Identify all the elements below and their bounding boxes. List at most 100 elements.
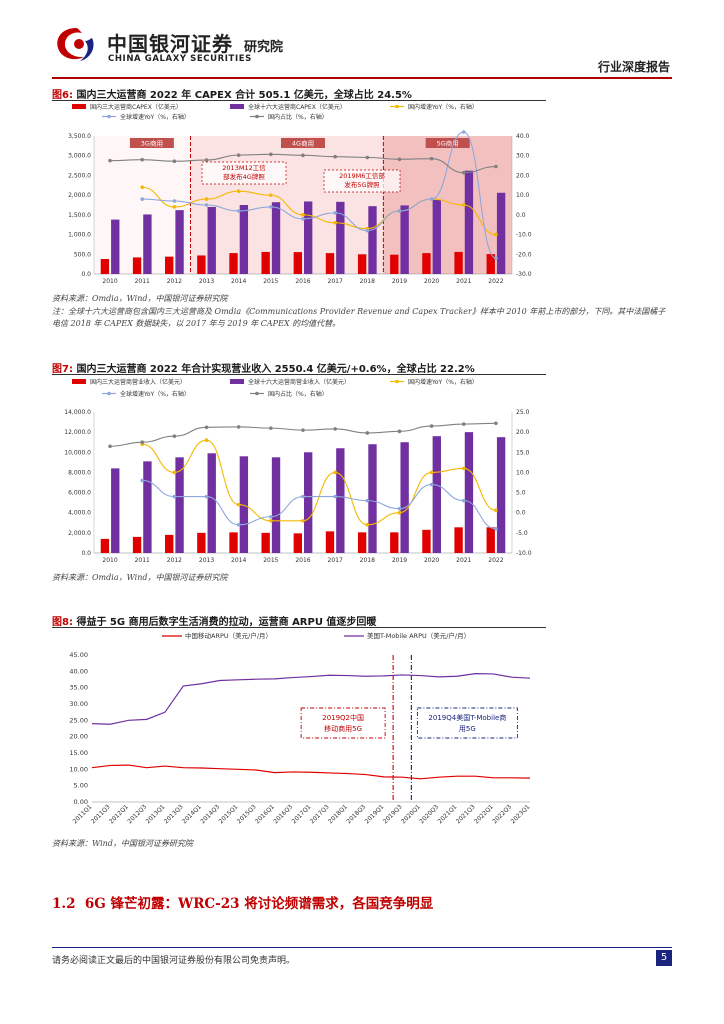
fig8-annotation-text-1-b: 用5G	[459, 725, 476, 733]
x-tick-label: 2011	[135, 557, 150, 564]
series-point-2	[140, 440, 145, 445]
series-point-0	[429, 470, 434, 475]
y-left-tick-label: 3,500.0	[68, 133, 91, 140]
annotation-text-1-b: 发布5G牌照	[344, 180, 380, 189]
fig6-note: 注：全球十六大运营商包含国内三大运营商及 Omdia《Communication…	[52, 307, 666, 328]
y-left-tick-label: 2,500.0	[68, 172, 91, 179]
series-point-2	[204, 425, 209, 430]
y-left-tick-label: 14,000.0	[64, 409, 91, 416]
legend-swatch-0	[72, 104, 86, 109]
series-point-2	[429, 156, 434, 161]
y-left-tick-label: 1,500.0	[68, 212, 91, 219]
series-point-2	[333, 427, 337, 431]
x-tick-label: 2017	[328, 557, 343, 564]
y-right-tick-label: -10.0	[516, 550, 532, 557]
series-point-1	[204, 203, 209, 207]
era-band-1	[190, 136, 416, 274]
series-point-2	[365, 431, 370, 435]
bar-7030a0	[368, 206, 377, 274]
bar-e00000	[197, 255, 206, 274]
series-point-1	[494, 256, 498, 261]
fig6-title: 图6: 国内三大运营商 2022 年 CAPEX 合计 505.1 亿美元，全球…	[52, 90, 412, 101]
x-tick-label: 2017	[328, 278, 343, 285]
series-point-1	[301, 494, 305, 499]
bar-7030a0	[432, 436, 441, 553]
series-point-2	[461, 170, 466, 175]
fig8-title: 图8: 得益于 5G 商用后数字生活消费的拉动，运营商 ARPU 值逐步回暖	[52, 617, 377, 628]
section-heading: 1.2 6G 锋芒初露：WRC-23 将讨论频谱需求，各国竞争明显	[52, 896, 434, 912]
y-left-tick-label: 10,000.0	[64, 449, 91, 456]
x-tick-label: 2016	[295, 557, 310, 564]
series-point-2	[365, 155, 370, 160]
fig8-annotation-text-1: 2019Q4美国T-Mobile商	[428, 713, 506, 722]
y-left-tick-label: 2,000.0	[68, 192, 91, 199]
series-point-0	[172, 205, 177, 209]
bar-e00000	[325, 253, 335, 274]
x-tick-label: 2020	[424, 557, 439, 564]
bar-7030a0	[143, 214, 152, 274]
series-point-1	[172, 199, 177, 203]
annotation-box-0	[201, 161, 287, 185]
fig7-chart: 国内三大运营商营业收入（亿美元） 全球十六大运营商营业收入（亿美元） 国内增速YoY…	[64, 378, 532, 564]
bar-7030a0	[496, 192, 506, 274]
bar-e00000	[229, 253, 238, 274]
y-left-tick-label: 1,000.0	[68, 232, 91, 239]
bar-7030a0	[271, 202, 281, 274]
page-number: 5	[656, 950, 672, 966]
y-right-tick-label: 0.0	[516, 510, 526, 517]
fig8-annotation-text-0: 2019Q2中国	[322, 713, 364, 722]
series-point-1	[172, 494, 177, 499]
bar-7030a0	[304, 201, 313, 274]
series-point-0	[333, 470, 337, 475]
legend-swatch-0	[72, 379, 86, 384]
bar-e00000	[261, 532, 270, 553]
bar-e00000	[486, 527, 495, 553]
x-tick-label: 2018	[360, 557, 375, 564]
bar-e00000	[100, 259, 110, 274]
bar-7030a0	[207, 206, 216, 274]
x-tick-label: 2015	[263, 557, 278, 564]
bar-7030a0	[111, 468, 120, 553]
series-point-2	[301, 153, 305, 158]
series-point-1	[204, 494, 209, 499]
arpu-line-1	[91, 673, 531, 725]
y-tick-label: 5.00	[74, 782, 88, 790]
x-tick-label: 2014	[231, 278, 246, 285]
y-right-tick-label: 10.0	[516, 469, 530, 476]
y-left-tick-label: 12,000.0	[64, 429, 91, 436]
series-point-1	[365, 498, 370, 503]
y-tick-label: 25.00	[69, 716, 88, 724]
series-point-2	[108, 158, 112, 163]
era-label-0: 3G商用	[141, 139, 163, 148]
x-tick-label: 2019	[392, 278, 407, 285]
y-right-tick-label: 10.0	[516, 192, 530, 199]
x-tick-label: 2023Q1	[510, 803, 532, 825]
series-point-2	[172, 159, 177, 164]
series-line-0	[142, 186, 497, 236]
y-tick-label: 30.00	[69, 700, 88, 708]
bar-e00000	[325, 531, 335, 553]
bar-7030a0	[432, 199, 441, 274]
bar-e00000	[165, 256, 174, 274]
y-right-tick-label: 20.0	[516, 429, 530, 436]
annotation-text-0-b: 部发布4G牌照	[223, 172, 265, 181]
x-tick-label: 2015	[263, 278, 278, 285]
era-label-1: 4G商用	[292, 139, 314, 148]
series-point-0	[236, 502, 241, 507]
x-tick-label: 2021	[456, 557, 471, 564]
series-point-0	[269, 518, 273, 523]
legend-marker-3	[107, 114, 111, 119]
legend-swatch-1	[230, 104, 244, 109]
y-right-tick-label: 5.0	[516, 490, 526, 497]
series-point-2	[172, 434, 177, 438]
bar-e00000	[422, 253, 431, 274]
bar-e00000	[390, 532, 399, 553]
series-point-1	[397, 506, 402, 511]
bar-7030a0	[271, 457, 281, 553]
y-left-tick-label: 0.0	[81, 271, 91, 278]
era-label-box-0	[129, 138, 174, 148]
footer-divider	[52, 947, 672, 948]
bar-7030a0	[239, 205, 249, 274]
series-point-1	[461, 130, 466, 134]
series-point-2	[269, 152, 273, 157]
